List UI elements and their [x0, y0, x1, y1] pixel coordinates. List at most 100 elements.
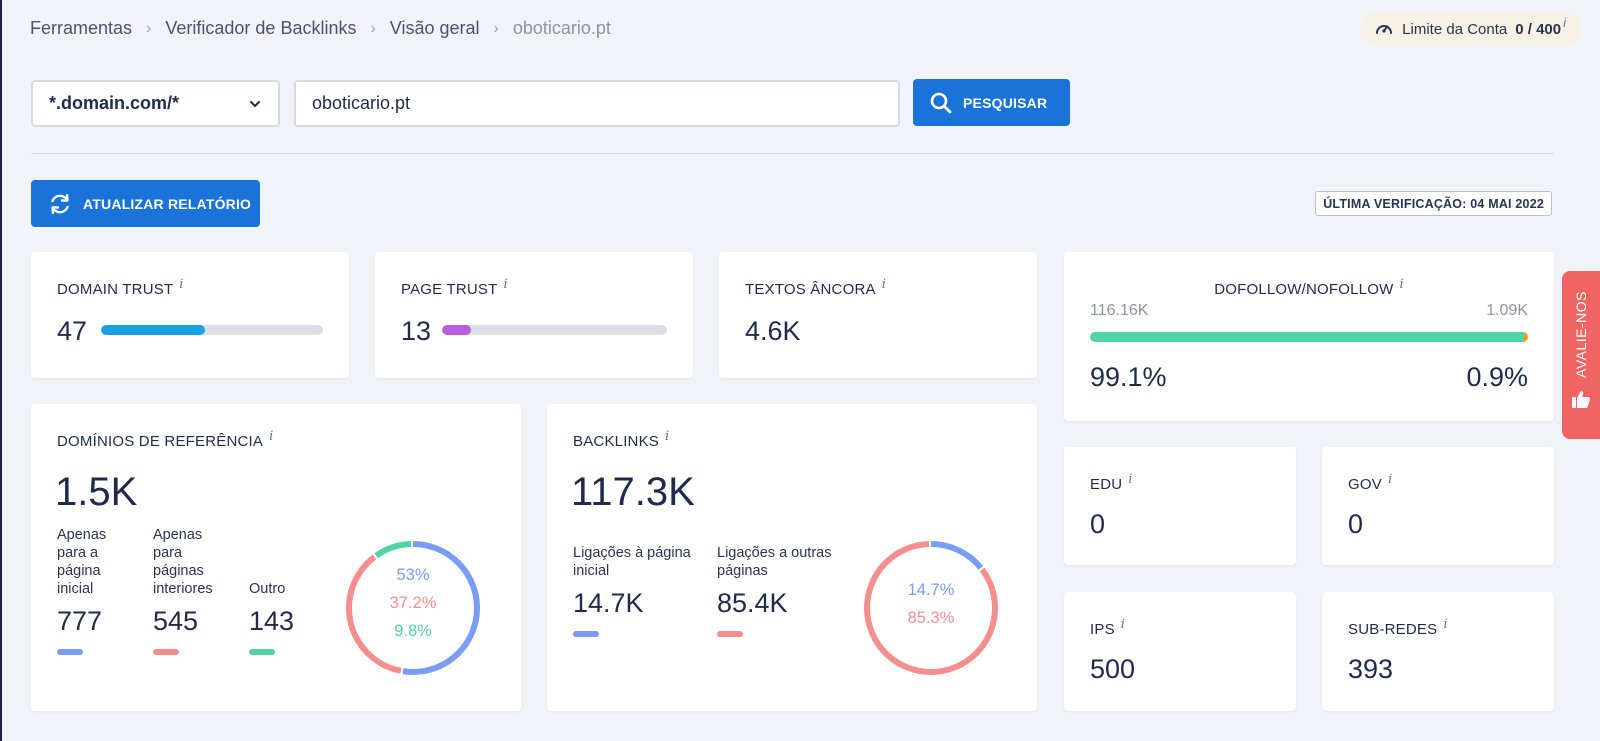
divider	[31, 153, 1554, 154]
chevron-right-icon: ›	[493, 19, 499, 37]
inner-pages-only-percent: 37.2%	[389, 594, 437, 612]
update-report-button[interactable]: ATUALIZAR RELATÓRIO	[31, 180, 260, 227]
other-pages-links-value: 85.4K	[717, 588, 788, 618]
page-trust-title: PAGE TRUST i	[401, 277, 508, 298]
search-mode-value: *.domain.com/*	[49, 93, 180, 113]
other-pages-links-label: Ligações a outras páginas	[717, 545, 832, 579]
gov-value: 0	[1348, 509, 1364, 539]
info-icon[interactable]: i	[1443, 617, 1448, 632]
referring-domains-card: DOMÍNIOS DE REFERÊNCIA i 1.5K Apenas para…	[31, 404, 521, 711]
breadcrumb-tools[interactable]: Ferramentas	[30, 18, 133, 38]
info-icon[interactable]: i	[179, 277, 184, 292]
referring-domains-donut-segment-1[interactable]	[346, 541, 480, 675]
homepage-only-percent: 53%	[396, 566, 430, 584]
inner-pages-only-label: Apenas para páginas interiores	[153, 527, 213, 597]
other-pages-links-percent: 85.3%	[907, 609, 955, 627]
backlinks-donut-segment-0[interactable]	[864, 541, 998, 675]
dofollow-nofollow-card: DOFOLLOW/NOFOLLOW i 116.16K 1.09K 99.1% 0…	[1064, 252, 1554, 421]
dofollow-percent: 99.1%	[1090, 362, 1167, 392]
backlinks-title: BACKLINKS i	[573, 429, 670, 450]
dofollow-bar	[1090, 332, 1528, 342]
backlinks-donut	[864, 541, 998, 675]
subnets-card[interactable]: SUB-REDES i 393	[1322, 592, 1554, 711]
chevron-down-icon	[250, 100, 260, 107]
domain-trust-value: 47	[57, 316, 88, 346]
search-mode-select[interactable]: *.domain.com/*	[31, 80, 280, 127]
referring-domains-donut	[346, 541, 480, 675]
search-button[interactable]: PESQUISAR	[913, 79, 1070, 126]
referring-domains-value: 1.5K	[55, 470, 138, 514]
last-check-badge: ÚLTIMA VERIFICAÇÃO: 04 MAI 2022	[1315, 191, 1552, 216]
other-value: 143	[249, 606, 295, 636]
breadcrumb: Ferramentas › Verificador de Backlinks ›…	[30, 18, 611, 39]
domain-trust-card: DOMAIN TRUST i 47	[31, 252, 349, 378]
account-limit-label: Limite da Conta	[1402, 20, 1508, 38]
gov-title: GOV i	[1348, 472, 1393, 493]
domain-trust-title: DOMAIN TRUST i	[57, 277, 184, 298]
ips-value: 500	[1090, 654, 1136, 684]
nofollow-bar-segment	[1524, 332, 1528, 342]
dofollow-bar-segment	[1090, 332, 1525, 342]
nofollow-count: 1.09K	[1486, 302, 1528, 319]
domain-trust-bar-fill	[101, 325, 206, 335]
other-percent: 9.8%	[394, 622, 432, 640]
info-icon[interactable]: i	[665, 429, 670, 444]
update-report-label: ATUALIZAR RELATÓRIO	[83, 195, 252, 212]
homepage-links-legend	[573, 631, 599, 637]
info-icon[interactable]: i	[1563, 14, 1566, 30]
gov-card: GOV i 0	[1322, 447, 1554, 565]
breadcrumb-current: oboticario.pt	[512, 18, 611, 38]
referring-domains-title: DOMÍNIOS DE REFERÊNCIA i	[57, 429, 274, 450]
info-icon[interactable]: i	[503, 277, 508, 292]
chevron-right-icon: ›	[370, 19, 376, 37]
speedometer-icon	[1376, 25, 1393, 34]
inner-pages-only-value: 545	[153, 606, 199, 636]
ips-title: IPS i	[1090, 617, 1126, 638]
info-icon[interactable]: i	[1399, 277, 1404, 292]
anchor-texts-value: 4.6K	[745, 316, 801, 346]
homepage-only-legend	[57, 649, 83, 655]
search-input-value: oboticario.pt	[312, 93, 411, 113]
breadcrumb-overview[interactable]: Visão geral	[389, 18, 480, 38]
info-icon[interactable]: i	[881, 277, 887, 292]
backlinks-card: BACKLINKS i 117.3K Ligações à página inic…	[547, 404, 1037, 711]
dofollow-title: DOFOLLOW/NOFOLLOW i	[1214, 277, 1404, 298]
breadcrumb-backlink-checker[interactable]: Verificador de Backlinks	[165, 18, 357, 38]
other-label: Outro	[249, 581, 286, 597]
homepage-only-value: 777	[57, 606, 103, 636]
other-legend	[249, 649, 275, 655]
thumbs-up-icon	[1572, 390, 1590, 408]
dofollow-count: 116.16K	[1090, 302, 1149, 319]
search-icon	[930, 92, 952, 113]
page-trust-bar	[442, 325, 667, 335]
edu-card: EDU i 0	[1064, 447, 1296, 565]
refresh-icon	[51, 193, 69, 214]
search-input[interactable]: oboticario.pt	[294, 80, 900, 127]
backlinks-donut-labels: 14.7% 85.3%	[861, 576, 1001, 632]
chevron-right-icon: ›	[146, 19, 152, 37]
backlinks-donut-segment-1[interactable]	[864, 541, 998, 675]
info-icon[interactable]: i	[1120, 617, 1126, 632]
rate-us-label: AVALIE-NOS	[1573, 291, 1589, 378]
info-icon[interactable]: i	[269, 429, 274, 444]
subnets-value: 393	[1348, 654, 1394, 684]
edu-title: EDU i	[1090, 472, 1133, 493]
subnets-title: SUB-REDES i	[1348, 617, 1448, 638]
ips-card[interactable]: IPS i 500	[1064, 592, 1296, 711]
homepage-links-percent: 14.7%	[907, 581, 955, 599]
homepage-links-label: Ligações à página inicial	[573, 545, 691, 579]
homepage-links-value: 14.7K	[573, 588, 644, 618]
edu-value: 0	[1090, 509, 1106, 539]
info-icon[interactable]: i	[1128, 472, 1133, 487]
account-limit-badge[interactable]: Limite da Conta 0 / 400 i	[1360, 12, 1582, 46]
domain-trust-bar	[101, 325, 323, 335]
other-pages-links-legend	[717, 631, 743, 637]
anchor-texts-card[interactable]: TEXTOS ÂNCORA i 4.6K	[719, 252, 1037, 378]
page-trust-value: 13	[401, 316, 432, 346]
page-trust-bar-fill	[442, 325, 472, 335]
inner-pages-only-legend	[153, 649, 179, 655]
info-icon[interactable]: i	[1387, 472, 1393, 487]
account-limit-value: 0 / 400	[1515, 20, 1562, 38]
rate-us-tab[interactable]: AVALIE-NOS	[1562, 271, 1600, 439]
referring-domains-donut-segment-0[interactable]	[346, 541, 480, 675]
